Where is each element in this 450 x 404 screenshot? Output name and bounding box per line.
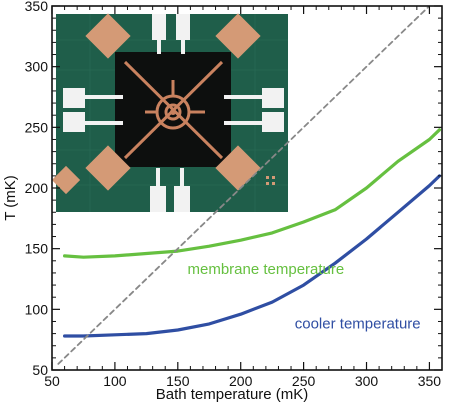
x-tick-label: 100 (103, 373, 127, 389)
y-tick-label: 250 (25, 119, 49, 135)
reference-diagonal-line (57, 6, 431, 365)
y-tick-label: 200 (25, 180, 49, 196)
y-tick-label: 100 (25, 301, 49, 317)
series-line-membrane-temperature (62, 128, 442, 259)
y-tick-label: 150 (25, 241, 49, 257)
y-tick-label: 350 (25, 0, 49, 14)
annotation-cooler-temperature: cooler temperature (295, 316, 421, 333)
x-tick-label: 200 (229, 373, 253, 389)
x-axis-label: Bath temperature (mK) (156, 386, 309, 403)
y-tick-label: 300 (25, 59, 49, 75)
y-axis-label: T (mK) (2, 175, 19, 221)
x-tick-label: 350 (418, 373, 442, 389)
series-line-cooler-temperature (62, 174, 442, 338)
inset-micrograph-image (51, 13, 288, 212)
x-tick-label: 250 (292, 373, 316, 389)
x-tick-label: 50 (44, 373, 60, 389)
x-tick-label: 150 (166, 373, 190, 389)
x-tick-label: 300 (355, 373, 379, 389)
y-tick-label: 50 (32, 362, 48, 378)
annotation-membrane-temperature: membrane temperature (187, 261, 344, 278)
